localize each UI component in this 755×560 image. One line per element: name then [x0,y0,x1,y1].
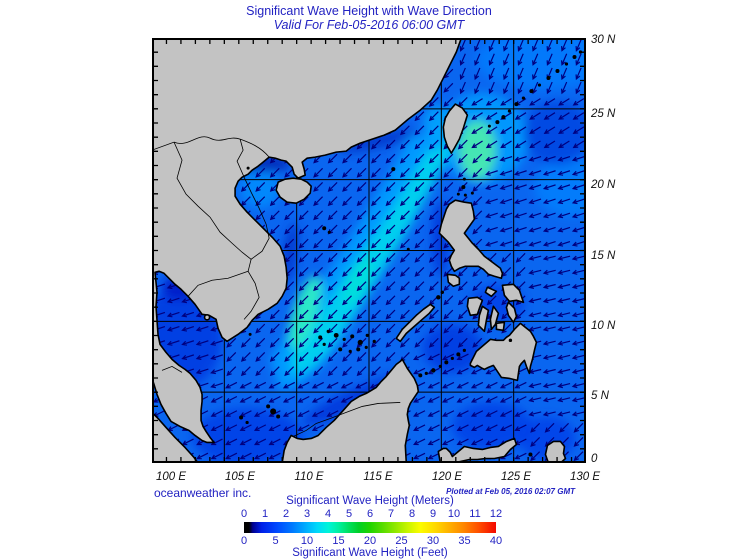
colorbar-tick: 2 [282,508,290,520]
island-bohol [495,321,506,332]
colorbar-tick: 10 [447,508,461,520]
landmass-halmahera [544,440,567,463]
lon-label: 130 E [569,471,601,483]
colorbar-tick: 15 [332,535,345,547]
island-masbate [484,286,498,298]
colorbar-tick: 10 [300,535,314,547]
island-phu-quoc [203,314,211,321]
colorbar-gradient [244,522,496,533]
colorbar-tick: 7 [387,508,395,520]
colorbar-tick: 40 [489,535,503,547]
colorbar-tick: 0 [240,508,248,520]
lat-label: 30 N [591,34,616,46]
colorbar-tick: 1 [261,508,269,520]
lat-label: 0 [591,453,598,465]
small-islands [239,50,583,457]
landmasses [152,38,567,463]
island-mindoro [446,273,461,288]
colorbar-title-feet: Significant Wave Height (Feet) [292,547,448,559]
island-leyte [505,301,518,324]
island-negros [477,305,490,333]
country-borders [152,136,401,437]
colorbar-tick: 4 [324,508,332,520]
plotted-timestamp: Plotted at Feb 05, 2016 02:07 GMT [446,487,575,496]
colorbar-tick: 20 [363,535,377,547]
colorbar-tick: 5 [345,508,353,520]
degree-ticks [153,39,585,462]
colorbar-tick: 35 [458,535,471,547]
island-hainan [275,177,312,204]
lon-label: 100 E [155,471,187,483]
colorbar-tick: 0 [240,535,248,547]
credit-text: oceanweather inc. [154,486,252,500]
landmass-asia-mainland [152,38,463,444]
lon-label: 120 E [431,471,463,483]
lat-label: 10 N [591,320,616,332]
colorbar-tick: 30 [426,535,440,547]
colorbar-title-meters: Significant Wave Height (Meters) [286,495,454,507]
lon-label: 110 E [294,471,324,483]
lat-label: 20 N [591,179,616,191]
colorbar-tick: 6 [366,508,374,520]
island-luzon [438,199,504,280]
colorbar-tick: 5 [272,535,279,547]
island-samar [501,283,525,304]
island-palawan [395,303,436,343]
chart-title: Significant Wave Height with Wave Direct… [246,4,492,18]
island-mindanao [469,322,538,382]
colorbar-tick: 9 [429,508,437,520]
lon-label: 125 E [500,471,532,483]
island-cebu [489,305,500,331]
lat-label: 15 N [591,250,616,262]
colorbar-tick: 11 [469,508,481,520]
colorbar-tick: 3 [303,508,311,520]
map-canvas [152,38,586,463]
colorbar-tick: 25 [395,535,408,547]
island-taiwan [442,103,469,154]
lon-label: 115 E [363,471,393,483]
lat-label: 5 N [591,390,609,402]
lon-label: 105 E [224,471,256,483]
landmass-sulawesi [437,437,518,463]
island-panay [466,296,484,317]
colorbar-tick: 8 [408,508,416,520]
lat-label: 25 N [591,108,616,120]
colorbar-tick: 12 [489,508,503,520]
chart-subtitle: Valid For Feb-05-2016 06:00 GMT [273,18,465,32]
